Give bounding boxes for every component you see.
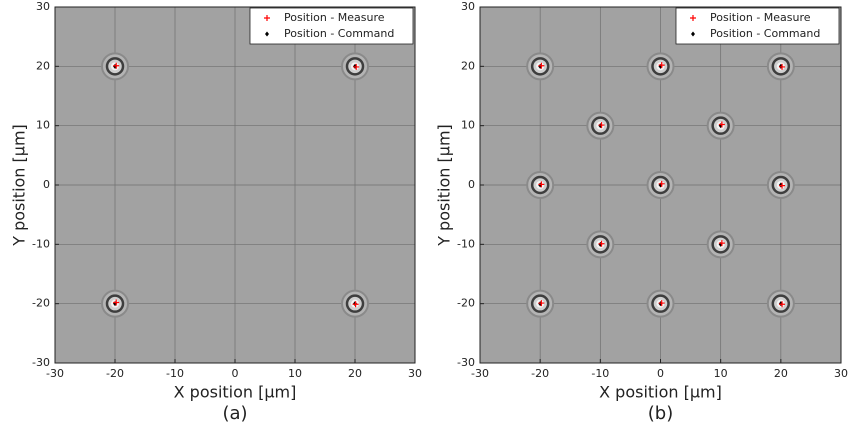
measure-marker <box>779 63 786 70</box>
x-tick-label: -10 <box>166 367 184 380</box>
y-axis-label: Y position [µm] <box>10 124 29 247</box>
command-point <box>706 230 735 259</box>
legend-marker <box>264 15 270 21</box>
measure-marker <box>718 240 725 247</box>
y-tick-label: 20 <box>461 59 475 72</box>
x-tick-label: 30 <box>834 367 848 380</box>
x-axis-label: X position [µm] <box>599 383 722 402</box>
x-tick-label: 20 <box>774 367 788 380</box>
measure-marker <box>598 122 605 129</box>
measure-marker <box>598 240 605 247</box>
y-tick-label: -20 <box>32 297 50 310</box>
command-point <box>706 111 735 140</box>
y-tick-label: 30 <box>461 0 475 13</box>
x-tick-label: 0 <box>232 367 239 380</box>
x-tick-label: 10 <box>714 367 728 380</box>
command-point <box>646 171 675 199</box>
x-axis-label: X position [µm] <box>174 383 297 402</box>
x-tick-label: 20 <box>348 367 362 380</box>
y-tick-label: 20 <box>36 59 50 72</box>
x-tick-label: 0 <box>657 367 664 380</box>
legend-marker <box>690 15 696 21</box>
x-tick-label: -10 <box>591 367 609 380</box>
caption: (b) <box>648 403 673 424</box>
measure-marker <box>113 62 120 69</box>
x-tick-label: -20 <box>531 367 549 380</box>
x-tick-label: -30 <box>46 367 64 380</box>
x-tick-label: -30 <box>471 367 489 380</box>
legend-label: Position - Measure <box>284 11 385 24</box>
measure-marker <box>779 182 786 189</box>
y-tick-label: 10 <box>36 119 50 132</box>
y-tick-label: -10 <box>32 237 50 250</box>
measure-marker <box>113 299 120 306</box>
y-tick-label: 0 <box>468 178 475 191</box>
command-point <box>101 289 129 318</box>
measure-marker <box>779 301 786 308</box>
axes-frame <box>54 6 416 364</box>
y-tick-label: 0 <box>43 178 50 191</box>
legend-box <box>675 7 840 45</box>
measure-marker <box>658 62 665 69</box>
y-axis-label: Y position [µm] <box>435 124 454 247</box>
legend-marker <box>265 31 269 37</box>
measure-marker <box>352 301 359 308</box>
measure-marker <box>658 180 665 187</box>
measure-marker <box>538 300 545 307</box>
axes-frame <box>479 6 842 364</box>
x-tick-label: 30 <box>408 367 422 380</box>
x-tick-label: -20 <box>106 367 124 380</box>
y-tick-label: 30 <box>36 0 50 13</box>
measure-marker <box>718 121 725 128</box>
measure-marker <box>353 63 360 70</box>
caption: (a) <box>222 403 247 424</box>
legend-marker <box>691 31 695 37</box>
x-tick-label: 10 <box>288 367 302 380</box>
measure-marker <box>538 62 545 69</box>
measure-marker <box>538 181 545 188</box>
legend-label: Position - Command <box>710 27 820 40</box>
y-tick-label: -30 <box>32 356 50 369</box>
legend-box <box>249 7 414 45</box>
y-tick-label: -10 <box>457 237 475 250</box>
command-point <box>646 52 675 81</box>
legend-label: Position - Measure <box>710 11 811 24</box>
measure-marker <box>658 300 665 307</box>
y-tick-label: -30 <box>457 356 475 369</box>
legend-label: Position - Command <box>284 27 394 40</box>
y-tick-label: 10 <box>461 119 475 132</box>
y-tick-label: -20 <box>457 297 475 310</box>
